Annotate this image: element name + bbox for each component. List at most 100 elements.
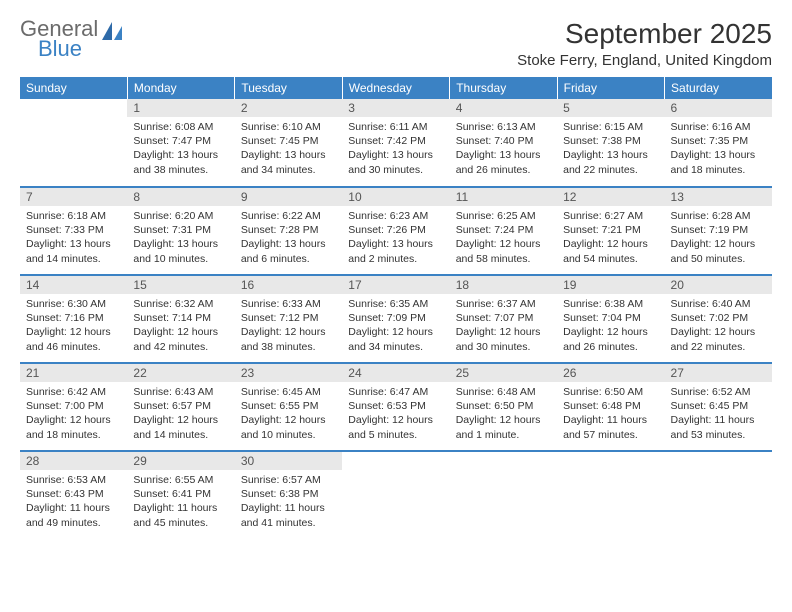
sunset-line: Sunset: 7:47 PM [133, 134, 228, 148]
sunset-line: Sunset: 7:04 PM [563, 311, 658, 325]
daylight-line: Daylight: 11 hours and 45 minutes. [133, 501, 228, 529]
sunrise-line: Sunrise: 6:57 AM [241, 473, 336, 487]
daylight-line: Daylight: 13 hours and 26 minutes. [456, 148, 551, 176]
sunset-line: Sunset: 7:12 PM [241, 311, 336, 325]
sunset-line: Sunset: 7:21 PM [563, 223, 658, 237]
sunrise-line: Sunrise: 6:50 AM [563, 385, 658, 399]
day-content: Sunrise: 6:57 AMSunset: 6:38 PMDaylight:… [235, 470, 342, 534]
day-content: Sunrise: 6:52 AMSunset: 6:45 PMDaylight:… [665, 382, 772, 446]
calendar-page: General Blue September 2025 Stoke Ferry,… [0, 0, 792, 557]
calendar-day-cell: 4Sunrise: 6:13 AMSunset: 7:40 PMDaylight… [450, 99, 557, 187]
sunset-line: Sunset: 7:00 PM [26, 399, 121, 413]
calendar-empty-cell [342, 451, 449, 539]
calendar-week-row: 1Sunrise: 6:08 AMSunset: 7:47 PMDaylight… [20, 99, 772, 187]
calendar-week-row: 21 Sunrise: 6:42 AMSunset: 7:00 PM Dayligh… [20, 363, 772, 451]
day-content: Sunrise: 6:10 AMSunset: 7:45 PMDaylight:… [235, 117, 342, 181]
calendar-day-cell: 5Sunrise: 6:15 AMSunset: 7:38 PMDaylight… [557, 99, 664, 187]
sunrise-line: Sunrise: 6:25 AM [456, 209, 551, 223]
day-content: Sunrise: 6:25 AMSunset: 7:24 PMDaylight:… [450, 206, 557, 270]
calendar-day-cell: 15 Sunrise: 6:32 AMSunset: 7:14 PMDayligh… [127, 275, 234, 363]
day-number: 26 [557, 364, 664, 382]
day-number: 28 [20, 452, 127, 470]
day-number: 15 [127, 276, 234, 294]
sunrise-line: Sunrise: 6:18 AM [26, 209, 121, 223]
sunrise-line: Sunrise: 6:35 AM [348, 297, 443, 311]
day-number: 6 [665, 99, 772, 117]
weekday-header: Sunday [20, 77, 127, 99]
daylight-line: Daylight: 12 hours and 50 minutes. [671, 237, 766, 265]
day-number: 4 [450, 99, 557, 117]
daylight-line: Daylight: 12 hours and 30 minutes. [456, 325, 551, 353]
sunrise-line: Sunrise: 6:27 AM [563, 209, 658, 223]
sunset-line: Sunset: 7:38 PM [563, 134, 658, 148]
sunset-line: Sunset: 6:43 PM [26, 487, 121, 501]
calendar-empty-cell [450, 451, 557, 539]
daylight-line: Daylight: 12 hours and 26 minutes. [563, 325, 658, 353]
sunset-line: Sunset: 7:42 PM [348, 134, 443, 148]
day-number: 22 [127, 364, 234, 382]
day-content: Sunrise: 6:50 AMSunset: 6:48 PMDaylight:… [557, 382, 664, 446]
calendar-day-cell: 30Sunrise: 6:57 AMSunset: 6:38 PMDayligh… [235, 451, 342, 539]
sunrise-line: Sunrise: 6:15 AM [563, 120, 658, 134]
sunset-line: Sunset: 6:53 PM [348, 399, 443, 413]
sunset-line: Sunset: 7:28 PM [241, 223, 336, 237]
day-number: 17 [342, 276, 449, 294]
day-content: Sunrise: 6:35 AMSunset: 7:09 PMDaylight:… [342, 294, 449, 358]
day-number: 7 [20, 188, 127, 206]
location-subtitle: Stoke Ferry, England, United Kingdom [517, 52, 772, 69]
daylight-line: Daylight: 13 hours and 14 minutes. [26, 237, 121, 265]
sunset-line: Sunset: 6:41 PM [133, 487, 228, 501]
sunset-line: Sunset: 7:19 PM [671, 223, 766, 237]
sunrise-line: Sunrise: 6:11 AM [348, 120, 443, 134]
day-number: 16 [235, 276, 342, 294]
calendar-day-cell: 29 Sunrise: 6:55 AMSunset: 6:41 PMDayligh… [127, 451, 234, 539]
sunrise-line: Sunrise: 6:23 AM [348, 209, 443, 223]
sunrise-line: Sunrise: 6:40 AM [671, 297, 766, 311]
day-number: 29 [127, 452, 234, 470]
day-content: Sunrise: 6:40 AMSunset: 7:02 PMDaylight:… [665, 294, 772, 358]
calendar-day-cell: 20Sunrise: 6:40 AMSunset: 7:02 PMDayligh… [665, 275, 772, 363]
day-content: Sunrise: 6:13 AMSunset: 7:40 PMDaylight:… [450, 117, 557, 181]
sunset-line: Sunset: 7:14 PM [133, 311, 228, 325]
sunrise-line: Sunrise: 6:47 AM [348, 385, 443, 399]
sunrise-line: Sunrise: 6:32 AM [133, 297, 228, 311]
logo-sail-icon [102, 22, 126, 47]
sunset-line: Sunset: 6:45 PM [671, 399, 766, 413]
daylight-line: Daylight: 12 hours and 14 minutes. [133, 413, 228, 441]
sunset-line: Sunset: 7:26 PM [348, 223, 443, 237]
sunset-line: Sunset: 6:50 PM [456, 399, 551, 413]
calendar-week-row: 7Sunrise: 6:18 AMSunset: 7:33 PMDaylight… [20, 187, 772, 275]
sunrise-line: Sunrise: 6:30 AM [26, 297, 121, 311]
weekday-header: Wednesday [342, 77, 449, 99]
sunset-line: Sunset: 7:09 PM [348, 311, 443, 325]
logo-text: General Blue [20, 18, 98, 60]
sunrise-line: Sunrise: 6:45 AM [241, 385, 336, 399]
calendar-day-cell: 3Sunrise: 6:11 AMSunset: 7:42 PMDaylight… [342, 99, 449, 187]
daylight-line: Daylight: 12 hours and 34 minutes. [348, 325, 443, 353]
day-content: Sunrise: 6:38 AMSunset: 7:04 PMDaylight:… [557, 294, 664, 358]
day-number: 1 [127, 99, 234, 117]
sunrise-line: Sunrise: 6:38 AM [563, 297, 658, 311]
daylight-line: Daylight: 12 hours and 42 minutes. [133, 325, 228, 353]
calendar-day-cell: 27Sunrise: 6:52 AMSunset: 6:45 PMDayligh… [665, 363, 772, 451]
sunrise-line: Sunrise: 6:42 AM [26, 385, 121, 399]
calendar-day-cell: 8Sunrise: 6:20 AMSunset: 7:31 PMDaylight… [127, 187, 234, 275]
calendar-day-cell: 6Sunrise: 6:16 AMSunset: 7:35 PMDaylight… [665, 99, 772, 187]
daylight-line: Daylight: 13 hours and 34 minutes. [241, 148, 336, 176]
calendar-day-cell: 13Sunrise: 6:28 AMSunset: 7:19 PMDayligh… [665, 187, 772, 275]
sunset-line: Sunset: 7:07 PM [456, 311, 551, 325]
daylight-line: Daylight: 13 hours and 22 minutes. [563, 148, 658, 176]
sunrise-line: Sunrise: 6:55 AM [133, 473, 228, 487]
calendar-day-cell: 22Sunrise: 6:43 AMSunset: 6:57 PMDayligh… [127, 363, 234, 451]
day-number: 21 [20, 364, 127, 382]
day-content: Sunrise: 6:53 AMSunset: 6:43 PMDaylight:… [20, 470, 127, 534]
daylight-line: Daylight: 12 hours and 54 minutes. [563, 237, 658, 265]
sunset-line: Sunset: 6:57 PM [133, 399, 228, 413]
weekday-header-row: SundayMondayTuesdayWednesdayThursdayFrid… [20, 77, 772, 99]
day-number: 27 [665, 364, 772, 382]
calendar-day-cell: 1Sunrise: 6:08 AMSunset: 7:47 PMDaylight… [127, 99, 234, 187]
day-content: Sunrise: 6:30 AMSunset: 7:16 PMDaylight:… [20, 294, 127, 358]
day-content: Sunrise: 6:47 AMSunset: 6:53 PMDaylight:… [342, 382, 449, 446]
sunrise-line: Sunrise: 6:28 AM [671, 209, 766, 223]
calendar-day-cell: 28Sunrise: 6:53 AMSunset: 6:43 PMDayligh… [20, 451, 127, 539]
